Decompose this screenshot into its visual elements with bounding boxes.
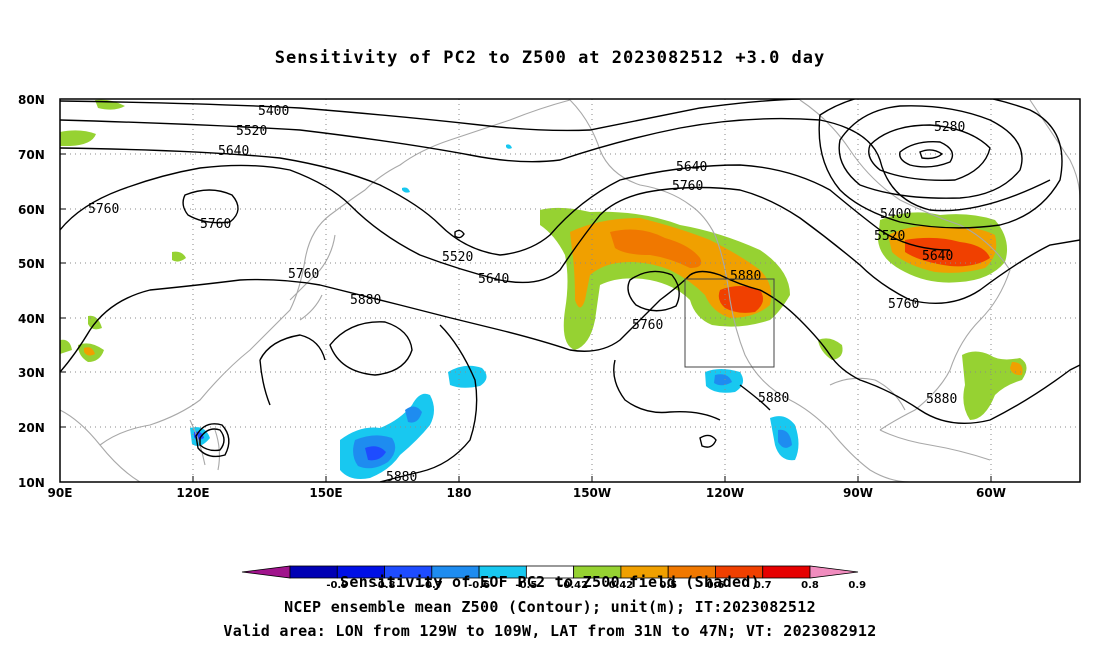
clabel: 5760: [288, 267, 319, 282]
contour-5880-cell: [329, 321, 413, 376]
valid-area-box: [684, 278, 775, 368]
clabel: 5880: [730, 269, 761, 284]
contour-tropical-3: [613, 359, 771, 421]
shade-positive-red-ne: [905, 237, 990, 267]
lon-label: 90E: [48, 486, 73, 500]
contour-tropical-1: [259, 334, 326, 406]
colorbar-label: -0.6: [468, 580, 490, 591]
colorbar-label: -0.7: [421, 580, 443, 591]
clabel: 5640: [478, 272, 509, 287]
lon-label: 120W: [706, 486, 744, 500]
clabel: 5880: [350, 293, 381, 308]
contour-labels: 5400 5520 5640 5760 5760 5520 5640 5760 …: [88, 104, 965, 485]
axis-ticks: [60, 98, 992, 482]
lat-label: 10N: [18, 476, 45, 490]
colorbar-label: 0.5: [659, 580, 677, 591]
caption-shaded: Sensitivity of EOF PC2 to Z500 field (Sh…: [340, 573, 760, 591]
shade-negative-cyan-small: [402, 144, 512, 193]
contour-typhoon: [195, 423, 230, 458]
plot-title: Sensitivity of PC2 to Z500 at 2023082512…: [274, 48, 826, 68]
shade-positive-orange-e: [1010, 362, 1023, 376]
shade-positive-red: [718, 286, 764, 313]
contour-5760-a: [60, 164, 1080, 305]
lon-label: 120E: [176, 486, 209, 500]
shade-positive-orange-w: [84, 347, 95, 356]
shade-positive-green-w: [60, 99, 186, 362]
map-frame: [59, 98, 1081, 483]
clabel: 5880: [926, 392, 957, 407]
latitude-labels: 80N 70N 60N 50N 40N 30N 20N 10N: [18, 93, 45, 490]
colorbar-label: 0.42: [609, 580, 634, 591]
coast-japan: [289, 234, 336, 321]
clabel: 5640: [922, 249, 953, 264]
lon-label: 90W: [843, 486, 873, 500]
clabel: 5760: [672, 179, 703, 194]
lat-label: 30N: [18, 366, 45, 380]
colorbar-label: -0.5: [515, 580, 537, 591]
clabel: 5520: [236, 124, 267, 139]
clabel: 5880: [758, 391, 789, 406]
lat-label: 20N: [18, 421, 45, 435]
shaded-sensitivity: [60, 99, 1027, 479]
clabel: 5400: [880, 207, 911, 222]
colorbar-label: 0.8: [801, 580, 819, 591]
lat-label: 70N: [18, 148, 45, 162]
colorbar-label: 0.6: [707, 580, 725, 591]
clabel: 5640: [676, 160, 707, 175]
coast-gulf: [829, 377, 991, 461]
contour-5280-cell: [838, 105, 1023, 199]
lat-label: 80N: [18, 93, 45, 107]
lon-label: 60W: [976, 486, 1006, 500]
z500-contours: [60, 99, 1080, 482]
colorbar-label: 0.7: [754, 580, 772, 591]
contour-tropical-4: [699, 434, 717, 448]
longitude-labels: 90E 120E 150E 180 150W 120W 90W 60W: [48, 486, 1006, 500]
clabel: 5640: [218, 144, 249, 159]
shade-positive-green-e: [962, 351, 1027, 420]
lon-label: 150E: [309, 486, 342, 500]
colorbar-label: -0.9: [326, 580, 348, 591]
shade-negative-cyan: [190, 365, 799, 479]
clabel: 5520: [874, 229, 905, 244]
colorbar: -0.9 -0.8 -0.7 -0.6 -0.5 -0.42 0.42 0.5 0.6 0.7 0.…: [241, 565, 866, 591]
shade-positive-green-gulf: [818, 338, 843, 360]
contour-5520: [60, 117, 1051, 212]
lon-label: 180: [446, 486, 471, 500]
lat-label: 50N: [18, 257, 45, 271]
colorbar-label: -0.8: [374, 580, 396, 591]
colorbar-right-arrow: [809, 565, 859, 579]
contour-5640-a: [60, 147, 951, 256]
contour-5760-cell: [182, 189, 239, 224]
clabel: 5520: [442, 250, 473, 265]
clabel: 5400: [258, 104, 289, 119]
contour-5880: [60, 270, 1080, 425]
lat-label: 40N: [18, 312, 45, 326]
contour-tropical-2: [379, 324, 478, 482]
contour-5400: [60, 99, 801, 132]
contour-5760-cell2: [627, 270, 680, 312]
contour-5280-left: [454, 229, 465, 239]
caption-valid-area: Valid area: LON from 129W to 109W, LAT f…: [223, 622, 877, 640]
colorbar-label: 0.9: [848, 580, 866, 591]
caption-contour: NCEP ensemble mean Z500 (Contour); unit(…: [284, 598, 816, 616]
colorbar-label: -0.42: [559, 580, 588, 591]
clabel: 5760: [632, 318, 663, 333]
clabel: 5760: [888, 297, 919, 312]
contour-outer-ne: [818, 99, 1063, 229]
coast-asia: [60, 99, 571, 482]
clabel: 5280: [934, 120, 965, 135]
lon-label: 150W: [573, 486, 611, 500]
clabel: 5760: [88, 202, 119, 217]
clabel: 5760: [200, 217, 231, 232]
shade-positive-darkorange: [610, 229, 702, 268]
lat-label: 60N: [18, 203, 45, 217]
